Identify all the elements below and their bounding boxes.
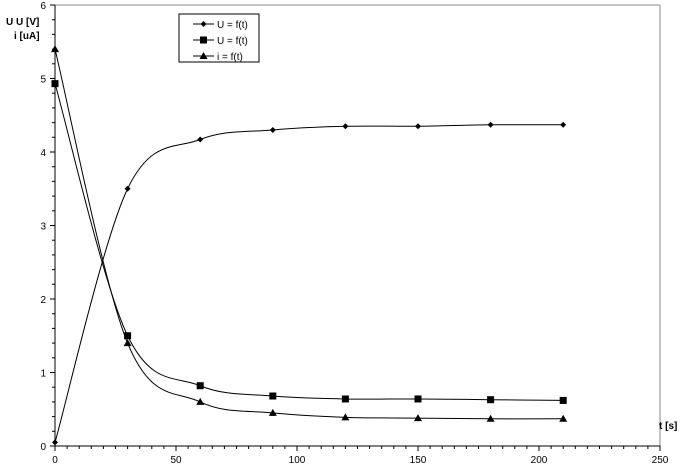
x-tick-label: 200 <box>531 455 548 466</box>
data-point-square <box>414 395 422 403</box>
data-point-triangle <box>196 397 205 405</box>
data-point-diamond <box>197 136 204 143</box>
data-point-diamond <box>269 126 276 133</box>
x-axis-label: t [s] <box>659 421 677 432</box>
data-point-square <box>124 332 132 340</box>
series-2 <box>51 80 567 404</box>
y-tick-label: 5 <box>40 75 46 86</box>
data-point-diamond <box>124 185 131 192</box>
series-3 <box>51 45 568 422</box>
axes: 0 50 100 150 200 250 0 1 2 3 4 5 6 <box>40 1 668 466</box>
series-line <box>54 124 564 443</box>
data-point-diamond <box>52 439 58 446</box>
data-point-diamond <box>415 123 421 130</box>
series-line <box>54 83 564 401</box>
data-point-diamond <box>342 123 349 130</box>
data-point-square <box>341 395 349 403</box>
data-point-triangle <box>268 408 277 416</box>
legend-marker-square <box>200 36 207 44</box>
data-point-triangle <box>559 414 568 422</box>
data-point-diamond <box>487 121 494 128</box>
data-point-square <box>487 396 495 404</box>
series-1 <box>52 121 567 446</box>
y-tick-label: 0 <box>40 442 46 453</box>
legend-label: U = f(t) <box>217 36 248 47</box>
y-tick-label: 3 <box>40 222 46 233</box>
data-point-triangle <box>486 414 495 422</box>
x-tick-label: 250 <box>652 455 669 466</box>
y-axis-label-line1: U U [V] <box>6 17 39 28</box>
data-point-triangle <box>123 339 132 347</box>
legend-marker-diamond <box>200 21 207 27</box>
y-axis-label-line2: i [uA] <box>14 31 40 42</box>
data-point-triangle <box>341 413 350 421</box>
x-tick-label: 150 <box>410 455 427 466</box>
data-point-diamond <box>560 121 567 128</box>
legend: U = f(t) U = f(t) i = f(t) <box>178 13 260 63</box>
data-point-square <box>51 80 59 88</box>
x-tick-label: 50 <box>170 455 182 466</box>
x-tick-label: 100 <box>289 455 306 466</box>
data-point-square <box>196 382 204 390</box>
y-tick-label: 1 <box>40 369 46 380</box>
series-line <box>54 48 564 420</box>
y-tick-label: 6 <box>40 1 46 12</box>
data-point-square <box>559 396 567 404</box>
legend-label: i = f(t) <box>217 52 243 63</box>
data-point-triangle <box>414 414 422 422</box>
data-point-square <box>269 392 277 400</box>
data-point-triangle <box>51 45 59 53</box>
y-tick-label: 4 <box>40 148 46 159</box>
series-layer <box>51 45 568 446</box>
y-tick-label: 2 <box>40 295 46 306</box>
x-tick-label: 0 <box>52 455 58 466</box>
legend-marker-triangle <box>199 52 208 59</box>
legend-label: U = f(t) <box>217 20 248 31</box>
